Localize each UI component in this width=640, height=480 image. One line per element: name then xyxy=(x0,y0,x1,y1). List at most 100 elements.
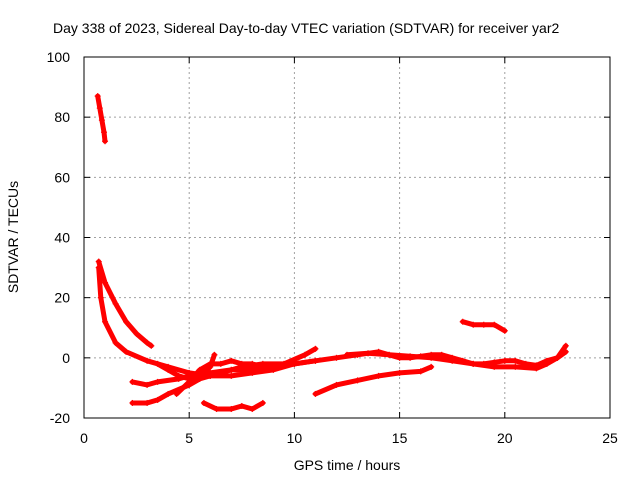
track-7-point-5 xyxy=(228,357,235,364)
track-2-point-3 xyxy=(123,318,130,325)
track-8-point-3 xyxy=(238,402,245,409)
track-2-point-4 xyxy=(133,330,140,337)
track-10-point-0 xyxy=(312,390,319,397)
track-5-point-3 xyxy=(165,390,172,397)
track-11-point-12 xyxy=(562,342,569,349)
track-7-point-6 xyxy=(238,360,245,367)
track-7-point-7 xyxy=(249,360,256,367)
track-12-point-3 xyxy=(491,321,498,328)
track-1-point-4 xyxy=(102,138,109,145)
track-10-point-4 xyxy=(396,369,403,376)
track-10 xyxy=(312,363,435,397)
track-1-point-2 xyxy=(98,117,105,124)
track-12 xyxy=(459,318,508,334)
track-5-point-0 xyxy=(129,399,136,406)
track-3-line xyxy=(96,265,318,379)
track-3-point-5 xyxy=(144,357,151,364)
track-4-point-1 xyxy=(144,381,151,388)
track-10-point-1 xyxy=(333,381,340,388)
track-5-point-9 xyxy=(249,366,256,373)
track-9-point-1 xyxy=(291,360,298,367)
track-7-point-0 xyxy=(173,390,180,397)
track-12-point-2 xyxy=(480,321,487,328)
track-2-point-2 xyxy=(112,300,119,307)
y-tick-label-2: 20 xyxy=(54,290,70,306)
track-3-point-4 xyxy=(123,348,130,355)
track-8-point-2 xyxy=(228,405,235,412)
track-2-point-5 xyxy=(144,339,151,346)
track-5-point-7 xyxy=(217,369,224,376)
x-tick-label-4: 20 xyxy=(497,430,513,446)
track-11-point-7 xyxy=(491,363,498,370)
track-11-point-1 xyxy=(365,350,372,357)
track-4-point-11 xyxy=(301,351,308,358)
axis-ticks: 0 5 10 15 20 25 -20 0 20 40 60 80 100 xyxy=(47,49,618,446)
track-8-point-5 xyxy=(259,399,266,406)
track-7-point-4 xyxy=(217,360,224,367)
track-3-point-2 xyxy=(102,318,109,325)
x-tick-label-1: 5 xyxy=(185,430,193,446)
y-axis-label: SDTVAR / TECUs xyxy=(5,181,21,293)
track-8-point-1 xyxy=(213,405,220,412)
track-9-point-18 xyxy=(512,357,519,364)
track-7-point-2 xyxy=(196,366,203,373)
track-11-point-5 xyxy=(449,357,456,364)
track-4-point-0 xyxy=(129,378,136,385)
track-11-point-10 xyxy=(543,360,550,367)
track-2-line xyxy=(96,259,154,349)
x-tick-label-5: 25 xyxy=(602,430,618,446)
track-11-point-0 xyxy=(344,351,350,358)
track-3-point-3 xyxy=(112,339,119,346)
track-6-point-2 xyxy=(175,372,182,379)
track-10-point-5 xyxy=(417,368,424,375)
track-8-line xyxy=(201,400,266,412)
track-1-point-1 xyxy=(96,105,103,112)
track-4-point-2 xyxy=(154,378,161,385)
track-11-point-2 xyxy=(386,351,393,358)
track-10-point-3 xyxy=(375,372,382,379)
x-axis-label: GPS time / hours xyxy=(294,457,401,473)
track-1-point-3 xyxy=(100,129,107,136)
track-5-point-2 xyxy=(154,396,161,403)
track-3-point-9 xyxy=(228,372,235,379)
track-11-point-4 xyxy=(428,354,435,361)
track-11-point-3 xyxy=(407,353,414,360)
y-tick-label-4: 60 xyxy=(54,169,70,185)
track-11-point-11 xyxy=(554,354,561,361)
track-7-point-3 xyxy=(207,360,214,367)
track-10-point-2 xyxy=(354,377,361,384)
track-4-point-12 xyxy=(312,345,319,352)
track-8-point-0 xyxy=(200,399,207,406)
x-tick-label-0: 0 xyxy=(80,430,88,446)
track-6-point-1 xyxy=(165,366,172,373)
track-11-point-9 xyxy=(533,365,540,372)
track-10-line xyxy=(312,364,434,397)
y-tick-label-1: 0 xyxy=(62,350,70,366)
track-10-point-6 xyxy=(428,363,435,370)
track-9-point-2 xyxy=(312,357,319,364)
data-series xyxy=(94,93,569,412)
track-2-point-1 xyxy=(102,279,109,286)
track-7-point-1 xyxy=(186,378,193,385)
chart-title: Day 338 of 2023, Sidereal Day-to-day VTE… xyxy=(53,20,559,36)
x-tick-label-3: 15 xyxy=(392,430,408,446)
track-5-point-6 xyxy=(207,372,214,379)
track-11 xyxy=(344,342,569,372)
x-tick-label-2: 10 xyxy=(287,430,303,446)
track-8-point-4 xyxy=(249,405,256,412)
track-8 xyxy=(200,399,266,412)
track-1-point-0 xyxy=(94,93,101,100)
track-9-point-3 xyxy=(333,354,340,361)
track-3-point-0 xyxy=(95,264,102,271)
track-3-point-1 xyxy=(97,294,104,301)
track-5-point-8 xyxy=(228,366,235,373)
track-7-point-8 xyxy=(259,363,266,370)
track-2 xyxy=(95,258,155,349)
track-9-point-17 xyxy=(501,357,508,364)
track-12-point-4 xyxy=(501,327,508,334)
track-2-point-0 xyxy=(95,258,102,265)
track-5-point-1 xyxy=(144,399,151,406)
y-tick-label-3: 40 xyxy=(54,230,70,246)
track-2-point-6 xyxy=(148,342,155,349)
